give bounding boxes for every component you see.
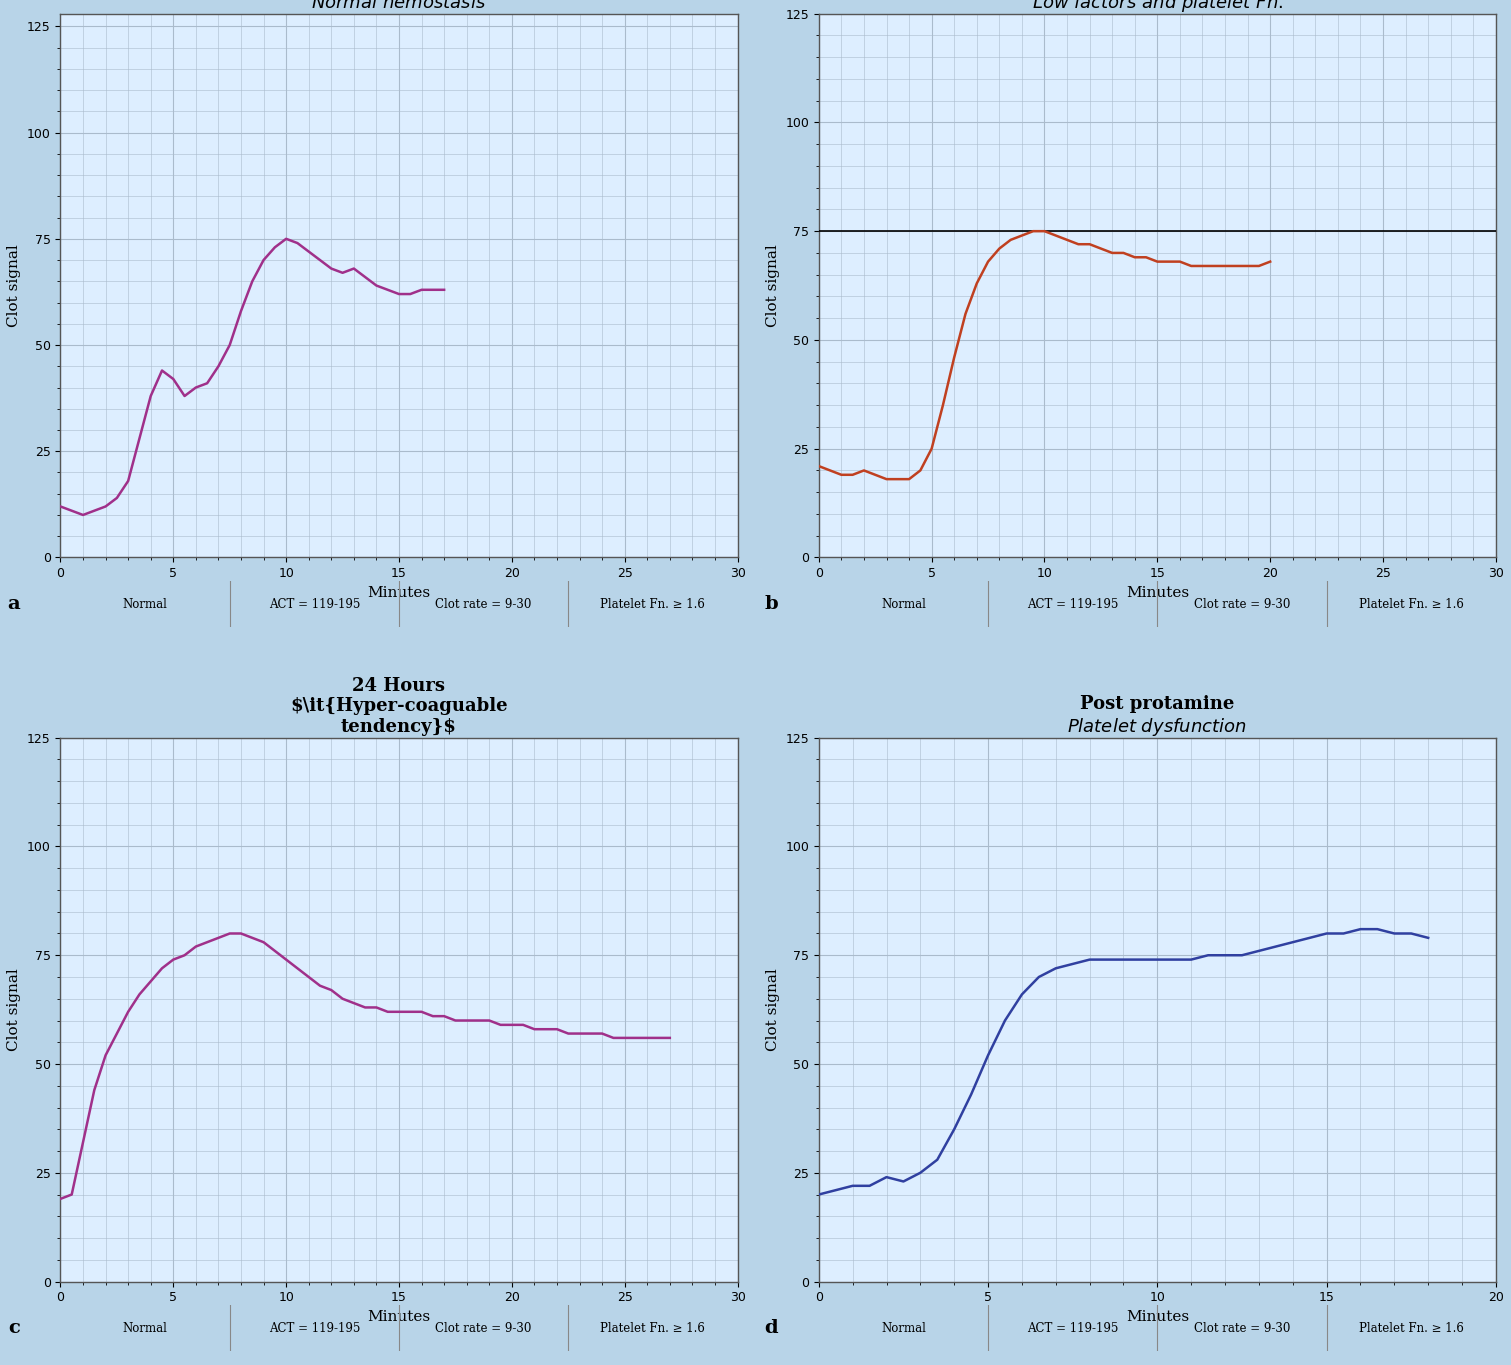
Title: Post protamine
$\it{Platelet\ dysfunction}$: Post protamine $\it{Platelet\ dysfunctio…	[1067, 695, 1247, 737]
X-axis label: Minutes: Minutes	[1126, 1310, 1189, 1324]
Title: 24 Hours
$\it{Hyper-coaguable
tendency}$: 24 Hours $\it{Hyper-coaguable tendency}$	[290, 677, 508, 736]
Text: Clot rate = 9-30: Clot rate = 9-30	[1194, 598, 1290, 610]
Text: Platelet Fn. ≥ 1.6: Platelet Fn. ≥ 1.6	[1358, 598, 1464, 610]
Text: ACT = 119-195: ACT = 119-195	[269, 598, 360, 610]
Text: Normal: Normal	[881, 1321, 926, 1335]
X-axis label: Minutes: Minutes	[367, 1310, 431, 1324]
Title: Baseline
$\it{Normal\ hemostasis}$: Baseline $\it{Normal\ hemostasis}$	[311, 0, 487, 12]
Text: ACT = 119-195: ACT = 119-195	[1027, 1321, 1118, 1335]
Text: Platelet Fn. ≥ 1.6: Platelet Fn. ≥ 1.6	[1358, 1321, 1464, 1335]
Text: Normal: Normal	[122, 598, 168, 610]
X-axis label: Minutes: Minutes	[367, 586, 431, 599]
Text: Platelet Fn. ≥ 1.6: Platelet Fn. ≥ 1.6	[600, 1321, 706, 1335]
Text: Clot rate = 9-30: Clot rate = 9-30	[435, 1321, 532, 1335]
Text: c: c	[8, 1319, 20, 1338]
Text: ACT = 119-195: ACT = 119-195	[269, 1321, 360, 1335]
Text: d: d	[765, 1319, 778, 1338]
Text: Clot rate = 9-30: Clot rate = 9-30	[435, 598, 532, 610]
Y-axis label: Clot signal: Clot signal	[8, 244, 21, 328]
Text: Platelet Fn. ≥ 1.6: Platelet Fn. ≥ 1.6	[600, 598, 706, 610]
Title: Hypercoaguable tendency
and platelet dysfunction
$\it{Low\ factors\ and\ platele: Hypercoaguable tendency and platelet dys…	[1026, 0, 1289, 14]
Y-axis label: Clot signal: Clot signal	[766, 244, 780, 328]
Text: Clot rate = 9-30: Clot rate = 9-30	[1194, 1321, 1290, 1335]
Text: a: a	[8, 595, 20, 613]
Text: Normal: Normal	[881, 598, 926, 610]
Text: ACT = 119-195: ACT = 119-195	[1027, 598, 1118, 610]
Y-axis label: Clot signal: Clot signal	[8, 968, 21, 1051]
Text: Normal: Normal	[122, 1321, 168, 1335]
X-axis label: Minutes: Minutes	[1126, 586, 1189, 599]
Y-axis label: Clot signal: Clot signal	[766, 968, 780, 1051]
Text: b: b	[765, 595, 778, 613]
